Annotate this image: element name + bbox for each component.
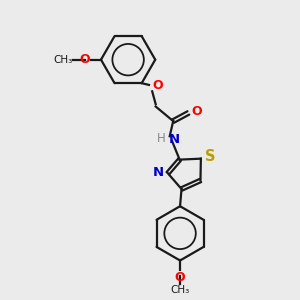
Text: O: O [191, 105, 202, 118]
Text: CH₃: CH₃ [170, 285, 190, 295]
Text: H: H [157, 132, 166, 145]
Text: N: N [153, 167, 164, 179]
Text: O: O [175, 271, 185, 284]
Text: O: O [80, 53, 91, 66]
Text: O: O [152, 79, 163, 92]
Text: CH₃: CH₃ [53, 55, 72, 65]
Text: S: S [205, 149, 215, 164]
Text: N: N [169, 133, 180, 146]
